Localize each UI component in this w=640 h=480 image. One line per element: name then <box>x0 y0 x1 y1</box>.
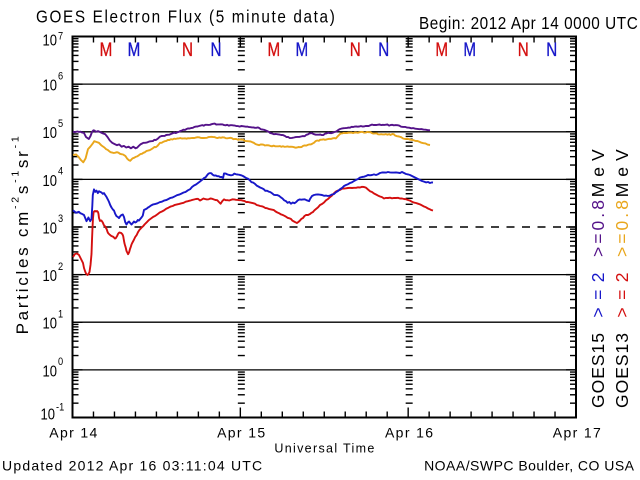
svg-text:2: 2 <box>58 261 63 273</box>
svg-text:N: N <box>211 38 222 60</box>
svg-text:10: 10 <box>41 407 56 424</box>
svg-text:Apr 14: Apr 14 <box>49 425 98 441</box>
svg-text:10: 10 <box>43 33 58 50</box>
svg-text:GOES Electron Flux (5 minute d: GOES Electron Flux (5 minute data) <box>36 6 336 26</box>
svg-text:N: N <box>182 38 193 60</box>
svg-text:Apr 17: Apr 17 <box>553 425 602 441</box>
svg-text:Apr 15: Apr 15 <box>217 425 266 441</box>
svg-text:M: M <box>463 38 476 60</box>
svg-text:10: 10 <box>43 125 58 142</box>
svg-text:N: N <box>378 38 389 60</box>
svg-text:Apr 16: Apr 16 <box>385 425 434 441</box>
svg-text:Universal Time: Universal Time <box>274 442 375 456</box>
svg-text:NOAA/SWPC Boulder, CO USA: NOAA/SWPC Boulder, CO USA <box>424 458 635 474</box>
svg-text:GOES15: GOES15 <box>588 332 608 408</box>
svg-text:M: M <box>435 38 448 60</box>
svg-text:>=0.8: >=0.8 <box>588 197 608 257</box>
svg-text:MeV: MeV <box>588 143 608 197</box>
svg-text:>=0.8: >=0.8 <box>612 197 632 257</box>
svg-text:N: N <box>546 38 557 60</box>
svg-text:10: 10 <box>43 268 58 285</box>
svg-text:4: 4 <box>58 166 63 178</box>
svg-text:1: 1 <box>58 309 63 321</box>
svg-text:5: 5 <box>58 118 63 130</box>
svg-text:Begin: 2012 Apr 14 0000 UTC: Begin: 2012 Apr 14 0000 UTC <box>419 13 638 33</box>
svg-text:>=2: >=2 <box>588 265 608 318</box>
svg-text:N: N <box>350 38 361 60</box>
svg-text:10: 10 <box>43 316 58 333</box>
svg-text:-1: -1 <box>56 402 65 414</box>
svg-text:10: 10 <box>43 173 58 190</box>
svg-text:M: M <box>128 38 141 60</box>
svg-text:6: 6 <box>58 71 63 83</box>
svg-text:0: 0 <box>58 356 63 368</box>
svg-text:M: M <box>267 38 280 60</box>
svg-text:Updated 2012 Apr 16 03:11:04 U: Updated 2012 Apr 16 03:11:04 UTC <box>2 458 263 474</box>
svg-text:N: N <box>518 38 529 60</box>
svg-text:10: 10 <box>43 363 58 380</box>
svg-text:Particles cm-2s-1sr-1: Particles cm-2s-1sr-1 <box>10 134 32 335</box>
svg-text:>=2: >=2 <box>612 265 632 318</box>
svg-text:3: 3 <box>58 214 63 226</box>
svg-text:MeV: MeV <box>612 143 632 197</box>
svg-text:M: M <box>295 38 308 60</box>
svg-text:10: 10 <box>43 78 58 95</box>
svg-text:M: M <box>100 38 113 60</box>
svg-text:7: 7 <box>58 31 63 43</box>
svg-text:GOES13: GOES13 <box>612 332 632 408</box>
svg-text:10: 10 <box>43 220 58 237</box>
